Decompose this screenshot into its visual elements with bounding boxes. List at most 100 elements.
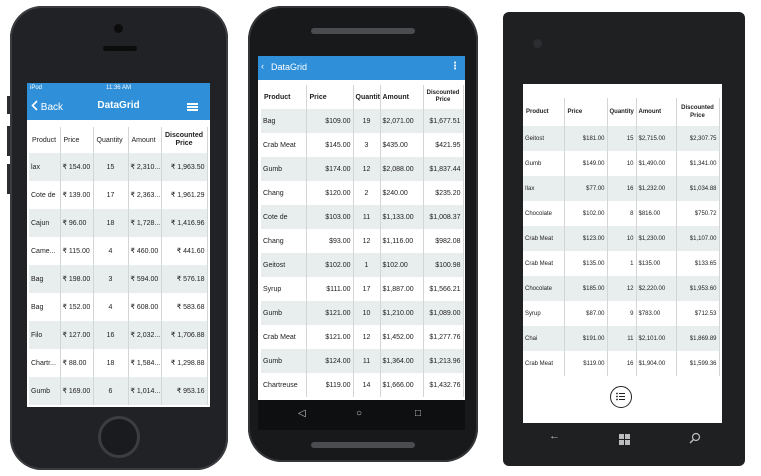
table-cell: 3	[353, 133, 381, 157]
table-row[interactable]: Crab Meat $119.00 16 $1,904.00 $1,599.36	[523, 351, 720, 376]
table-cell: Crab Meat	[523, 251, 565, 276]
home-circle-icon[interactable]: ○	[356, 408, 363, 419]
table-cell: 14	[353, 373, 381, 397]
back-arrow-icon[interactable]: ←	[549, 430, 560, 442]
table-cell: 11	[353, 349, 381, 373]
table-cell: $102.00	[380, 253, 424, 277]
column-header-amount[interactable]: Amount	[636, 98, 677, 126]
column-header-amount[interactable]: Amount	[128, 127, 162, 153]
column-header-product[interactable]: Product	[261, 85, 307, 109]
table-row[interactable]: Gumb $149.00 10 $1,490.00 $1,341.00	[523, 151, 720, 176]
table-cell: 10	[607, 226, 637, 251]
table-row[interactable]: Filo ₹ 127.00 16 ₹ 2,032... ₹ 1,706.88	[29, 321, 208, 349]
table-cell: ₹ 608.00	[128, 293, 162, 321]
table-cell: ₹ 583.68	[161, 293, 208, 321]
column-header-discounted-price[interactable]: Discounted Price	[676, 98, 720, 126]
table-cell: 18	[93, 209, 129, 237]
table-row[interactable]: Gumb $121.00 10 $1,210.00 $1,089.00	[261, 301, 464, 325]
column-header-discounted-price[interactable]: Discounted Price	[423, 85, 464, 109]
top-speaker-grille	[311, 28, 415, 34]
table-row[interactable]: Gumb $124.00 11 $1,364.00 $1,213.96	[261, 349, 464, 373]
table-row[interactable]: Bag ₹ 198.00 3 ₹ 594.00 ₹ 576.18	[29, 265, 208, 293]
table-row[interactable]: Chang $93.00 12 $1,116.00 $982.08	[261, 229, 464, 253]
table-cell: $1,904.00	[636, 351, 677, 376]
overflow-menu-icon[interactable]: ⋮	[450, 61, 460, 72]
column-header-price[interactable]: Price	[60, 127, 94, 153]
table-cell: 4	[93, 293, 129, 321]
table-cell: Chai	[523, 326, 565, 351]
table-row[interactable]: Bag ₹ 152.00 4 ₹ 608.00 ₹ 583.68	[29, 293, 208, 321]
table-row[interactable]: Crab Meat $145.00 3 $435.00 $421.95	[261, 133, 464, 157]
back-button[interactable]: Back	[31, 100, 63, 113]
table-cell: 3	[93, 265, 129, 293]
column-header-quantity[interactable]: Quantity	[93, 127, 129, 153]
column-header-discounted-price[interactable]: Discounted Price	[161, 127, 208, 153]
table-cell: ₹ 2,310...	[128, 153, 162, 181]
table-row[interactable]: Chartreuse $119.00 14 $1,666.00 $1,432.76	[261, 373, 464, 397]
table-cell: ₹ 2,363...	[128, 181, 162, 209]
table-cell: Syrup	[261, 277, 307, 301]
table-row[interactable]: Crab Meat $135.00 1 $135.00 $133.65	[523, 251, 720, 276]
table-row[interactable]: Chocolate $102.00 8 $816.00 $750.72	[523, 201, 720, 226]
table-cell: $2,101.00	[636, 326, 677, 351]
table-cell: Chartreuse	[261, 373, 307, 397]
column-header-product[interactable]: Product	[29, 127, 61, 153]
home-button[interactable]	[98, 416, 140, 458]
table-row[interactable]: Geitost $181.00 15 $2,715.00 $2,307.75	[523, 126, 720, 151]
column-header-quantity[interactable]: Quantity	[607, 98, 637, 126]
chevron-left-icon[interactable]: ‹	[261, 61, 264, 71]
table-cell: $102.00	[564, 201, 608, 226]
earpiece-speaker	[103, 46, 137, 51]
table-cell: 12	[353, 325, 381, 349]
search-icon[interactable]	[689, 431, 701, 444]
table-cell: ₹ 96.00	[60, 209, 94, 237]
back-triangle-icon[interactable]: ◁	[298, 408, 306, 419]
table-cell: $1,432.76	[423, 373, 464, 397]
table-cell: Ilax	[523, 176, 565, 201]
table-cell: $1,490.00	[636, 151, 677, 176]
table-cell: Cote de	[261, 205, 307, 229]
column-header-quantity[interactable]: Quantity	[353, 85, 381, 109]
table-row[interactable]: Bag $109.00 19 $2,071.00 $1,677.51	[261, 109, 464, 133]
table-row[interactable]: Geitost $102.00 1 $102.00 $100.98	[261, 253, 464, 277]
table-row[interactable]: Crab Meat $121.00 12 $1,452.00 $1,277.76	[261, 325, 464, 349]
list-menu-icon[interactable]	[610, 386, 632, 408]
table-row[interactable]: Crab Meat $123.00 10 $1,230.00 $1,107.00	[523, 226, 720, 251]
table-row[interactable]: Chocolate $185.00 12 $2,220.00 $1,953.60	[523, 276, 720, 301]
table-row[interactable]: Ilax $77.00 16 $1,232.00 $1,034.88	[523, 176, 720, 201]
table-row[interactable]: Syrup $87.00 9 $783.00 $712.53	[523, 301, 720, 326]
table-cell: 1	[607, 251, 637, 276]
volume-down-button	[7, 164, 10, 194]
table-row[interactable]: Chai $191.00 11 $2,101.00 $1,869.89	[523, 326, 720, 351]
table-cell: $1,089.00	[423, 301, 464, 325]
table-row[interactable]: Cajun ₹ 96.00 18 ₹ 1,728... ₹ 1,416.96	[29, 209, 208, 237]
table-row[interactable]: Syrup $111.00 17 $1,887.00 $1,566.21	[261, 277, 464, 301]
column-header-price[interactable]: Price	[306, 85, 354, 109]
front-camera	[114, 24, 123, 33]
table-row[interactable]: Chang $120.00 2 $240.00 $235.20	[261, 181, 464, 205]
windows-logo-icon[interactable]	[619, 432, 630, 445]
recents-square-icon[interactable]: □	[415, 408, 422, 419]
table-cell: $77.00	[564, 176, 608, 201]
column-header-product[interactable]: Product	[523, 98, 565, 126]
table-cell: $1,213.96	[423, 349, 464, 373]
table-cell: $1,341.00	[676, 151, 720, 176]
table-row[interactable]: Gumb $174.00 12 $2,088.00 $1,837.44	[261, 157, 464, 181]
table-cell: Bag	[29, 265, 61, 293]
table-row[interactable]: Came... ₹ 115.00 4 ₹ 460.00 ₹ 441.60	[29, 237, 208, 265]
table-cell: ₹ 1,728...	[128, 209, 162, 237]
table-cell: 17	[353, 277, 381, 301]
hamburger-icon[interactable]	[187, 103, 198, 111]
table-row[interactable]: Cote de ₹ 139.00 17 ₹ 2,363... ₹ 1,961.29	[29, 181, 208, 209]
page-title: DataGrid	[271, 62, 308, 72]
table-row[interactable]: Cote de $103.00 11 $1,133.00 $1,008.37	[261, 205, 464, 229]
table-row[interactable]: Chartr... ₹ 88.00 18 ₹ 1,584... ₹ 1,298.88	[29, 349, 208, 377]
table-row[interactable]: Gumb ₹ 169.00 6 ₹ 1,014... ₹ 953.16	[29, 377, 208, 405]
table-cell: ₹ 441.60	[161, 237, 208, 265]
column-header-amount[interactable]: Amount	[380, 85, 424, 109]
table-cell: $982.08	[423, 229, 464, 253]
table-cell: 15	[607, 126, 637, 151]
column-header-price[interactable]: Price	[564, 98, 608, 126]
table-cell: $435.00	[380, 133, 424, 157]
table-row[interactable]: lax ₹ 154.00 15 ₹ 2,310... ₹ 1,963.50	[29, 153, 208, 181]
